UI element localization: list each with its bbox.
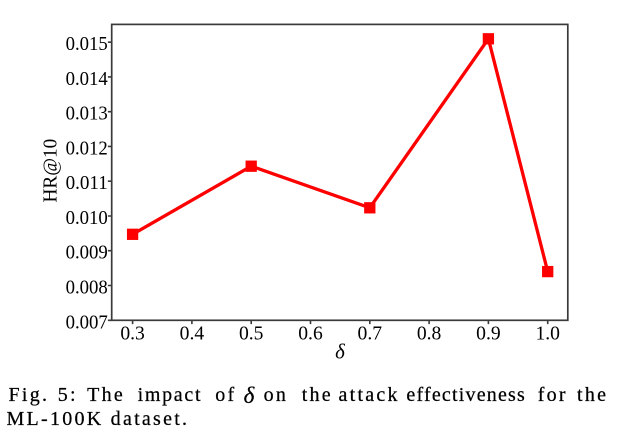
svg-text:0.014: 0.014 — [66, 68, 108, 90]
svg-text:1.0: 1.0 — [535, 323, 560, 345]
svg-text:0.011: 0.011 — [66, 172, 108, 194]
svg-text:δ: δ — [335, 341, 345, 364]
svg-text:0.009: 0.009 — [66, 242, 108, 264]
svg-text:HR@10: HR@10 — [40, 139, 62, 203]
svg-text:0.8: 0.8 — [417, 323, 442, 345]
svg-text:0.007: 0.007 — [66, 311, 108, 333]
svg-text:0.6: 0.6 — [298, 323, 323, 345]
svg-text:0.012: 0.012 — [66, 137, 108, 159]
svg-text:0.008: 0.008 — [66, 277, 108, 299]
svg-text:0.015: 0.015 — [66, 33, 108, 55]
svg-text:0.5: 0.5 — [239, 323, 264, 345]
svg-text:0.013: 0.013 — [66, 103, 108, 125]
svg-text:0.010: 0.010 — [66, 207, 108, 229]
svg-text:0.3: 0.3 — [120, 323, 145, 345]
svg-text:0.7: 0.7 — [358, 323, 383, 345]
svg-text:0.9: 0.9 — [476, 323, 501, 345]
svg-text:0.4: 0.4 — [180, 323, 205, 345]
